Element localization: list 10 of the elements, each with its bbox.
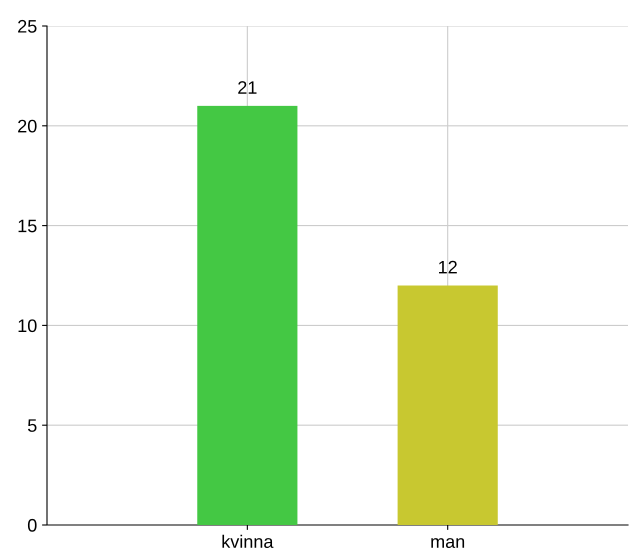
data-label: 12 — [439, 260, 457, 274]
data-label: 21 — [238, 81, 257, 94]
y-tick-label: 10 — [18, 319, 37, 332]
x-tick-label: man — [431, 538, 464, 548]
y-tick-label: 0 — [28, 518, 37, 532]
x-tick-label: kvinna — [222, 534, 274, 548]
y-tick-label: 20 — [18, 120, 37, 133]
y-tick-label: 15 — [18, 220, 37, 232]
y-tick-label: 25 — [18, 20, 37, 33]
y-tick-label: 5 — [28, 419, 37, 432]
